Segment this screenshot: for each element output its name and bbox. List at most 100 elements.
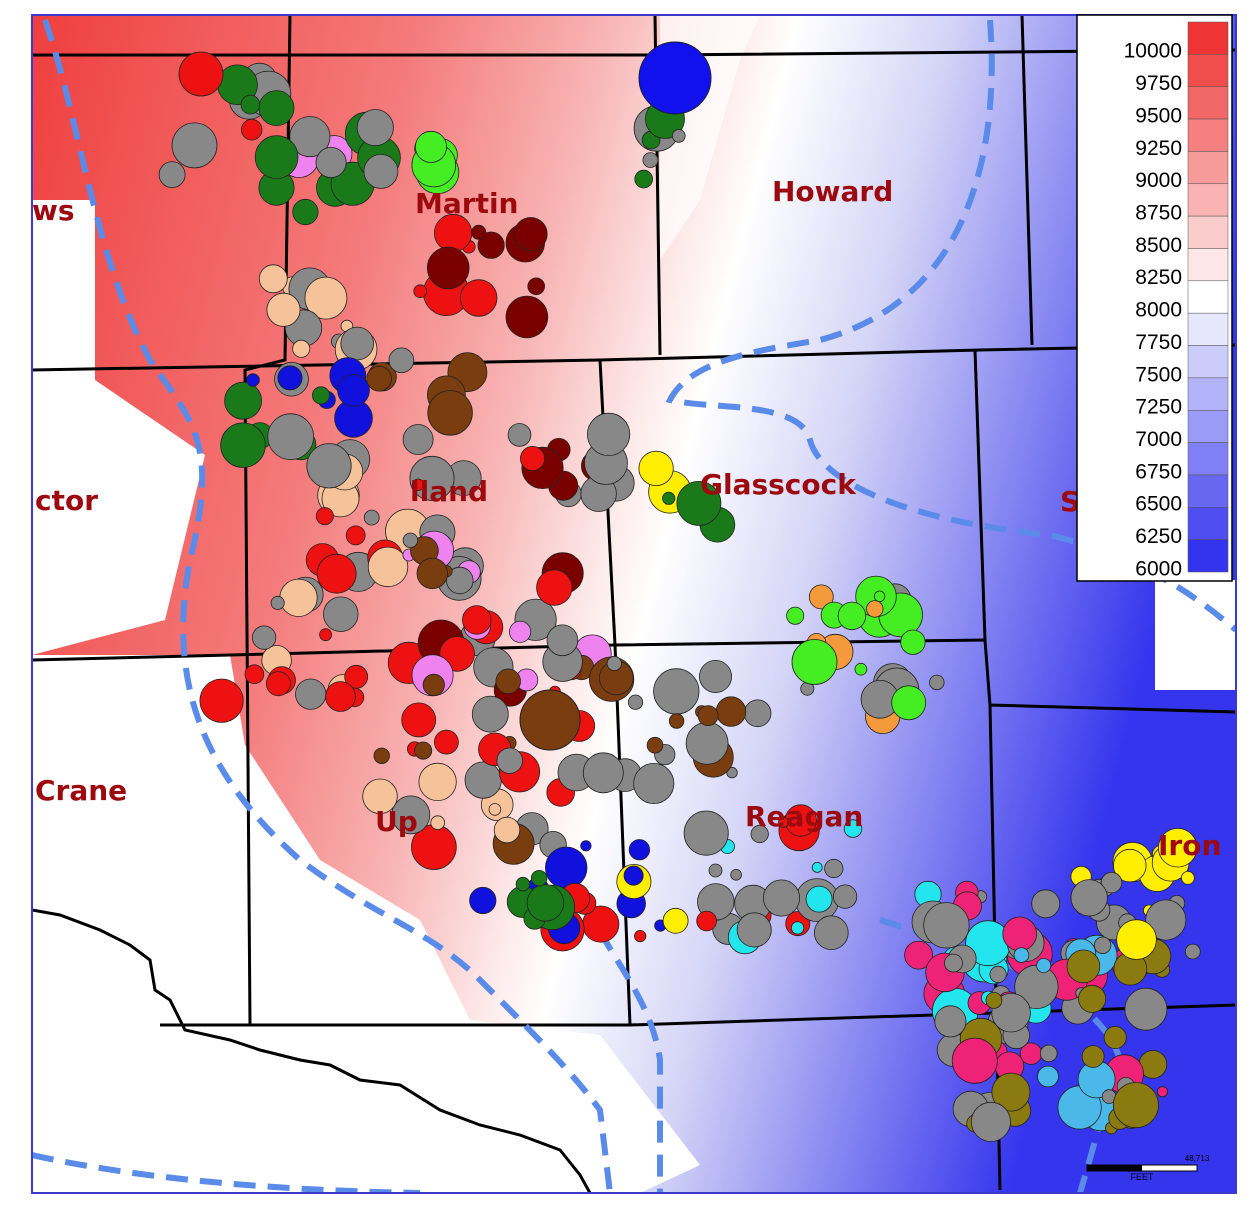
well: [495, 668, 521, 695]
legend-swatch: [1187, 345, 1229, 379]
scale-distance: 48,713: [1185, 1154, 1210, 1163]
well: [646, 736, 664, 754]
well: [505, 295, 549, 339]
well: [697, 705, 719, 726]
legend-label: 6500: [1135, 493, 1182, 516]
well: [676, 480, 722, 526]
legend-swatch: [1187, 54, 1229, 87]
well: [985, 992, 1003, 1009]
well: [1066, 949, 1101, 984]
legend-swatch: [1187, 21, 1229, 55]
well: [411, 478, 425, 492]
well: [244, 664, 265, 684]
well: [696, 910, 717, 932]
well: [471, 695, 509, 733]
well: [743, 699, 772, 728]
well: [519, 689, 581, 751]
well: [464, 761, 502, 799]
scale-bar: FEET 48,713: [1086, 1154, 1210, 1182]
well: [414, 741, 433, 760]
well: [304, 276, 348, 320]
well: [891, 685, 927, 721]
well: [462, 605, 492, 635]
well: [340, 326, 375, 361]
well: [469, 886, 497, 915]
well: [171, 122, 218, 169]
well: [843, 819, 863, 838]
well: [526, 884, 565, 922]
well: [319, 628, 333, 642]
well: [627, 694, 644, 710]
well: [1036, 958, 1052, 974]
well: [726, 766, 738, 779]
wells: [158, 41, 1201, 1142]
well: [1037, 1065, 1059, 1088]
well: [750, 824, 769, 844]
well: [900, 629, 926, 655]
legend-swatch: [1187, 280, 1229, 314]
well: [493, 816, 521, 844]
map-frame: [31, 14, 1237, 1194]
legend-label: 6750: [1135, 460, 1182, 483]
well: [805, 885, 833, 913]
well: [786, 606, 805, 625]
well: [446, 566, 474, 595]
well: [433, 729, 459, 755]
well: [246, 373, 260, 387]
well: [527, 277, 545, 296]
well: [488, 803, 502, 816]
well: [634, 169, 653, 189]
well: [778, 816, 789, 828]
well: [1013, 947, 1030, 963]
well: [362, 778, 398, 814]
well: [854, 662, 868, 676]
well: [391, 795, 431, 835]
well: [1031, 889, 1061, 919]
legend-swatch: [1187, 312, 1229, 346]
well: [507, 423, 532, 447]
well: [530, 870, 548, 887]
well: [426, 246, 470, 290]
well: [545, 846, 588, 889]
well: [708, 863, 723, 878]
county-label: Crane: [35, 774, 127, 807]
well: [580, 840, 592, 852]
well: [904, 940, 933, 970]
legend-label: 7250: [1135, 396, 1182, 419]
well: [363, 153, 399, 189]
well: [356, 109, 394, 147]
well: [1113, 848, 1147, 883]
well: [989, 965, 1007, 984]
well: [991, 1072, 1031, 1112]
well: [546, 624, 579, 657]
county-label: Martin: [415, 187, 518, 220]
well: [623, 865, 644, 886]
well: [811, 862, 823, 873]
legend-swatch: [1187, 118, 1229, 152]
well: [1103, 1026, 1127, 1050]
map-body: ws Martin Howard ctor lland Glasscock S Crane Up…: [32, 15, 1236, 1193]
well: [929, 674, 945, 691]
well: [791, 639, 838, 685]
well: [267, 413, 315, 461]
legend-swatch: [1187, 474, 1229, 508]
well: [316, 553, 357, 594]
well: [837, 601, 867, 631]
well: [662, 491, 676, 505]
well: [873, 590, 886, 603]
well: [277, 365, 303, 391]
well: [1112, 1082, 1159, 1129]
legend-swatch: [1187, 442, 1229, 476]
well: [536, 569, 573, 606]
county-label: ws: [32, 194, 75, 227]
well: [367, 546, 409, 588]
well: [790, 921, 805, 935]
legend-label: 9000: [1135, 169, 1182, 192]
well: [295, 678, 327, 710]
legend-swatch: [1187, 539, 1229, 573]
well: [240, 118, 263, 141]
legend-swatch: [1187, 183, 1229, 217]
well: [633, 763, 675, 805]
unmapped-area: [32, 655, 700, 1193]
well: [363, 509, 380, 526]
